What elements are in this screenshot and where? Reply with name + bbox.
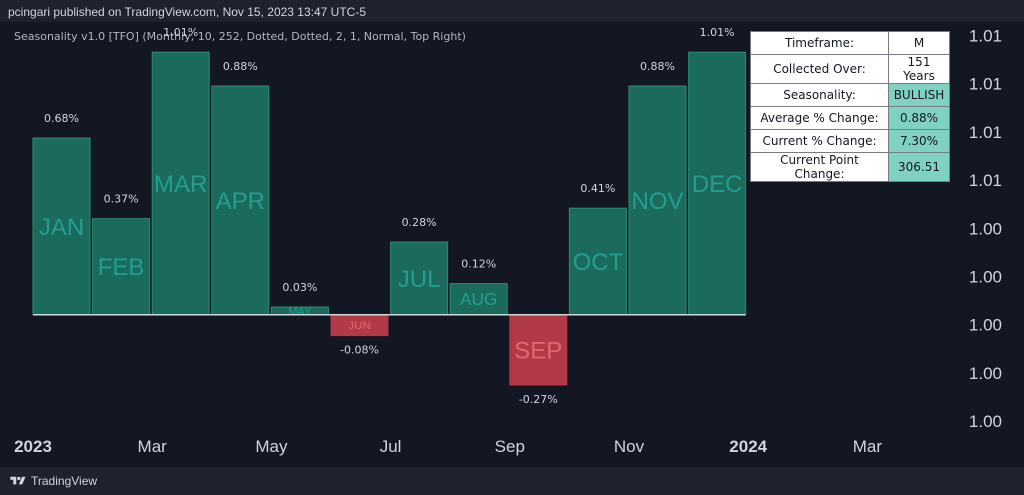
bar-apr	[211, 85, 270, 316]
stats-value: 7.30%	[888, 129, 950, 153]
stats-value: 0.88%	[888, 106, 950, 130]
bar-aug	[449, 283, 508, 316]
month-label: FEB	[98, 254, 145, 281]
y-tick-label: 1.01	[969, 123, 1002, 142]
y-tick-label: 1.00	[969, 267, 1002, 286]
stats-row: Average % Change: 0.88%	[750, 106, 950, 130]
seasonality-stats-table: Timeframe: M Collected Over: 151 Years Seaso…	[750, 31, 950, 182]
data-label: 1.01%	[700, 26, 735, 39]
y-tick-label: 1.01	[969, 75, 1002, 94]
x-tick-label: 2024	[729, 437, 767, 456]
bar-mar	[151, 51, 210, 316]
stats-row: Timeframe: M	[750, 31, 950, 55]
data-label: 0.12%	[461, 258, 496, 271]
y-tick-label: 1.01	[969, 26, 1002, 45]
x-tick-label: Sep	[495, 437, 525, 456]
seasonality-chart: 1.01 1.01 1.01 1.01 1.00 1.00 1.00 1.00 1.00 0.68…	[14, 26, 1002, 456]
footer-bar: TradingView	[0, 467, 1024, 495]
month-label: SEP	[514, 337, 562, 364]
tradingview-logo[interactable]: TradingView	[10, 474, 97, 488]
bar-jan	[32, 137, 91, 316]
data-label: 0.68%	[44, 112, 79, 125]
indicator-label[interactable]: Seasonality v1.0 [TFO] (Monthly, 10, 252…	[14, 30, 466, 43]
tradingview-logo-icon	[10, 476, 26, 485]
stats-row: Current % Change: 7.30%	[750, 129, 950, 153]
data-label: 0.03%	[282, 281, 317, 294]
stats-value: 151 Years	[888, 54, 950, 84]
month-label: JUN	[348, 320, 370, 332]
x-tick-label: Jul	[380, 437, 402, 456]
stats-label: Average % Change:	[750, 106, 889, 130]
stats-value: BULLISH	[888, 83, 950, 107]
month-label: DEC	[692, 171, 743, 198]
data-label: 0.37%	[104, 193, 139, 206]
x-tick-label: Nov	[614, 437, 645, 456]
stats-label: Current Point Change:	[750, 152, 889, 182]
month-label: NOV	[631, 188, 683, 215]
bar-oct	[568, 207, 627, 316]
data-label: -0.08%	[340, 344, 379, 357]
stats-label: Seasonality:	[750, 83, 889, 107]
stats-value: 306.51	[888, 152, 950, 182]
month-label: OCT	[573, 249, 624, 276]
data-label: 0.88%	[223, 60, 258, 73]
month-label: MAR	[154, 171, 207, 198]
stats-row: Collected Over: 151 Years	[750, 54, 950, 84]
data-label: 1.01%	[163, 26, 198, 39]
data-label: 0.28%	[402, 216, 437, 229]
stats-label: Collected Over:	[750, 54, 889, 84]
month-label: MAY	[288, 306, 312, 318]
data-label: -0.27%	[519, 393, 558, 406]
stats-label: Timeframe:	[750, 31, 889, 55]
month-label: JAN	[39, 214, 84, 241]
data-label: 0.88%	[640, 60, 675, 73]
y-tick-label: 1.01	[969, 171, 1002, 190]
data-label: 0.41%	[580, 182, 615, 195]
x-tick-label: Mar	[138, 437, 168, 456]
month-label: AUG	[460, 289, 497, 309]
bar-nov	[628, 85, 687, 316]
y-tick-label: 1.00	[969, 412, 1002, 431]
y-tick-label: 1.00	[969, 316, 1002, 335]
tradingview-logo-text: TradingView	[31, 474, 98, 488]
stats-label: Current % Change:	[750, 129, 889, 153]
bar-jul	[390, 241, 449, 316]
bar-feb	[92, 218, 151, 316]
x-tick-label: May	[255, 437, 288, 456]
stats-row: Seasonality: BULLISH	[750, 83, 950, 107]
month-label: APR	[216, 188, 265, 215]
month-label: JUL	[398, 266, 441, 293]
x-tick-label: Mar	[853, 437, 883, 456]
published-header: pcingari published on TradingView.com, N…	[0, 0, 1024, 22]
stats-row: Current Point Change: 306.51	[750, 152, 950, 182]
bar-dec	[688, 51, 747, 316]
x-tick-label: 2023	[14, 437, 52, 456]
y-tick-label: 1.00	[969, 219, 1002, 238]
y-tick-label: 1.00	[969, 364, 1002, 383]
stats-value: M	[888, 31, 950, 55]
